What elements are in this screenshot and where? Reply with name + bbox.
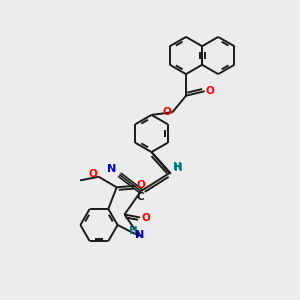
Text: H: H [173,162,182,172]
Text: C: C [136,192,144,202]
Text: O: O [136,180,145,190]
Text: O: O [88,169,97,179]
Text: O: O [163,107,172,117]
Text: N: N [136,230,145,241]
Text: O: O [141,213,150,223]
Text: O: O [205,86,214,96]
Text: H: H [174,163,183,173]
Text: H: H [128,226,137,236]
Text: N: N [107,164,116,174]
